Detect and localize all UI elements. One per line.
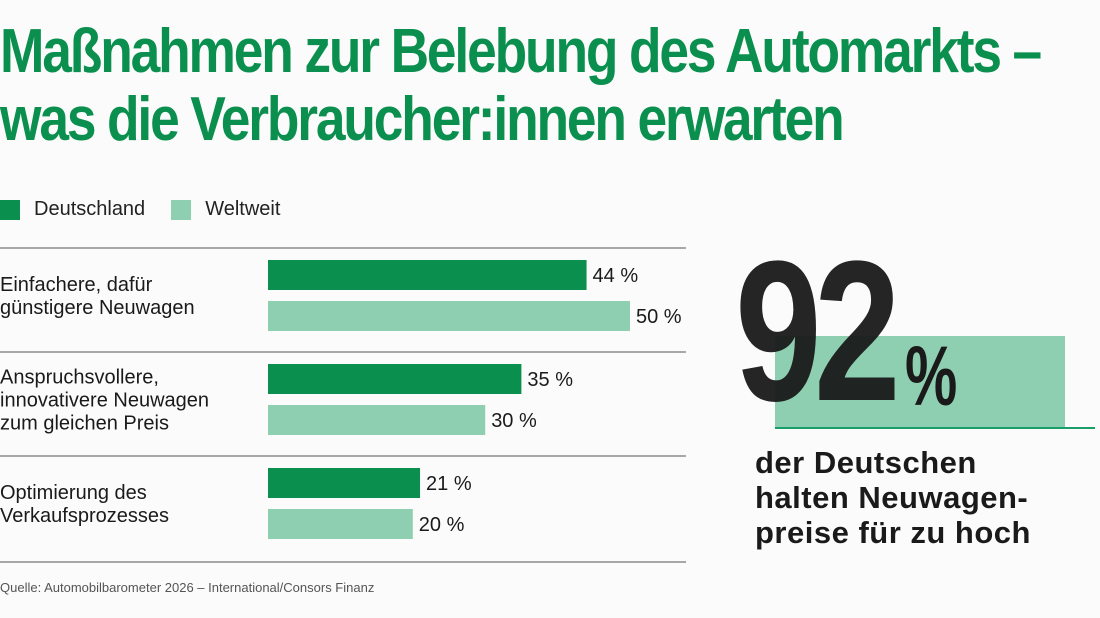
highlight-band (775, 336, 1065, 428)
highlight-band-line (775, 427, 1095, 429)
highlight-caption-line-2: halten Neuwagen- (755, 480, 1029, 515)
data-label-weltweit-1: 30 % (491, 410, 537, 432)
bar-weltweit-0 (268, 301, 630, 331)
legend-item-deutschland: Deutschland (0, 198, 145, 221)
data-label-deutschland-2: 21 % (426, 473, 472, 495)
category-label-2-1: Verkaufsprozesses (0, 505, 169, 527)
source-note: Quelle: Automobilbarometer 2026 – Intern… (0, 580, 375, 595)
bar-weltweit-1 (268, 405, 486, 435)
highlight-caption-line-3: preise für zu hoch (755, 515, 1031, 550)
legend: Deutschland Weltweit (0, 198, 306, 221)
highlight-number: 92 (735, 220, 901, 443)
data-label-weltweit-2: 20 % (419, 514, 465, 536)
bar-weltweit-2 (268, 509, 413, 539)
bar-deutschland-0 (268, 260, 587, 290)
legend-label-deutschland: Deutschland (34, 198, 146, 220)
bar-deutschland-2 (268, 468, 421, 498)
data-label-weltweit-0: 50 % (636, 306, 682, 328)
highlight-percent-sign: % (905, 329, 958, 423)
legend-label-weltweit: Weltweit (205, 198, 281, 220)
bar-deutschland-1 (268, 364, 522, 394)
highlight-panel: 92 % der Deutschen halten Neuwagen- prei… (735, 232, 1100, 560)
category-label-1-2: zum gleichen Preis (0, 413, 169, 435)
chart-title-line-1: Maßnahmen zur Belebung des Automarkts – (0, 17, 1042, 86)
category-label-1-0: Anspruchsvollere, (0, 367, 159, 389)
chart-title-line-2: was die Verbraucher:innen erwarten (0, 85, 845, 154)
category-label-0-1: günstigere Neuwagen (0, 297, 195, 319)
highlight-caption-line-1: der Deutschen (755, 445, 977, 480)
legend-swatch-deutschland (0, 199, 20, 220)
data-label-deutschland-1: 35 % (527, 369, 573, 391)
category-label-1-1: innovativere Neuwagen (0, 390, 209, 412)
legend-item-weltweit: Weltweit (171, 198, 280, 221)
category-label-0-0: Einfachere, dafür (0, 274, 153, 296)
chart-title: Maßnahmen zur Belebung des Automarkts – … (0, 17, 1042, 154)
category-label-2-0: Optimierung des (0, 482, 147, 504)
data-label-deutschland-0: 44 % (593, 265, 639, 287)
highlight-caption: der Deutschen halten Neuwagen- preise fü… (755, 445, 1095, 550)
legend-swatch-weltweit (171, 199, 192, 220)
